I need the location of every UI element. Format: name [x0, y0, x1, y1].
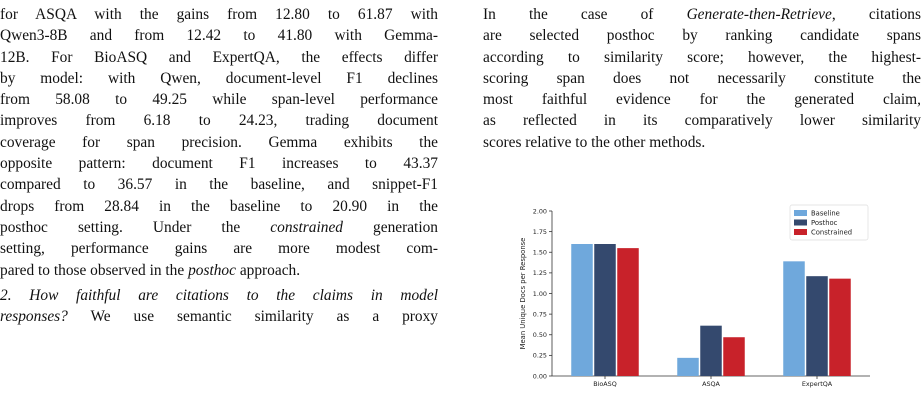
paragraph-generate-then-retrieve: In the case of Generate-then-Retrieve, c…: [483, 4, 921, 153]
text-span: , citations: [831, 6, 921, 23]
text-line: as reflected in its comparatively lower …: [483, 112, 921, 130]
y-tick-label: 1.00: [533, 290, 547, 298]
text-line: 12B. For BioASQ and ExpertQA, the effect…: [0, 48, 438, 66]
legend-swatch-constrained: [794, 229, 807, 235]
text-line: scores relative to the other methods.: [483, 133, 706, 151]
text-line: drops from 28.84 in the baseline to 20.9…: [0, 197, 438, 215]
text-line: Qwen3-8B and from 12.42 to 41.80 with Ge…: [0, 27, 438, 45]
text-line: according to similarity score; however, …: [483, 48, 921, 66]
text-span: posthoc setting. Under the: [0, 218, 241, 236]
text-line: by model: with Qwen, document-level F1 d…: [0, 69, 438, 87]
text-line: scoring span does not necessarily consti…: [483, 69, 921, 87]
legend-swatch-baseline: [794, 210, 807, 216]
y-tick-label: 1.50: [533, 249, 547, 257]
text-line: opposite pattern: document F1 increases …: [0, 155, 438, 173]
question-heading-end: responses?: [0, 308, 68, 326]
legend-swatch-posthoc: [794, 219, 807, 226]
bar-constrained-asqa: [723, 337, 745, 376]
y-tick-label: 0.25: [533, 352, 547, 360]
x-tick-label: ExpertQA: [802, 380, 833, 388]
text-line: coverage for span precision. Gemma exhib…: [0, 133, 438, 151]
legend-label-constrained: Constrained: [811, 229, 852, 237]
x-tick-label: BioASQ: [593, 380, 617, 388]
bar-constrained-bioasq: [617, 248, 639, 376]
plot-area: 0.00 0.25 0.50 0.75 1.00 1.25 1.50 1.75 2.00 Mean…: [519, 204, 870, 388]
text-line: setting, performance gains are more mode…: [0, 240, 438, 258]
y-axis-label: Mean Unique Docs per Response: [519, 238, 527, 350]
legend-label-posthoc: Posthoc: [811, 219, 838, 227]
y-tick-label: 0.50: [533, 331, 547, 339]
text-line: pared to those observed in the posthoc a…: [0, 260, 438, 281]
text-line: for ASQA with the gains from 12.80 to 61…: [0, 6, 438, 23]
bar-posthoc-expertqa: [806, 276, 828, 376]
question-heading: 2. How faithful are citations to the cla…: [0, 286, 438, 304]
right-column: In the case of Generate-then-Retrieve, c…: [483, 0, 921, 153]
x-tick-label: ASQA: [702, 380, 720, 388]
text-line: In the case of Generate-then-Retrieve, c…: [483, 4, 921, 25]
bar-posthoc-asqa: [700, 325, 722, 376]
bar-chart: 0.00 0.25 0.50 0.75 1.00 1.25 1.50 1.75 2.00 Mean…: [519, 204, 870, 388]
paragraph-results: for ASQA with the gains from 12.80 to 61…: [0, 4, 438, 281]
legend-label-baseline: Baseline: [811, 210, 840, 218]
text-line: most faithful evidence for the generated…: [483, 91, 921, 109]
bar-posthoc-bioasq: [594, 244, 616, 376]
bar-baseline-expertqa: [783, 261, 805, 376]
text-span: pared to those observed in the: [0, 261, 185, 279]
y-tick-label: 2.00: [533, 207, 547, 215]
y-tick-label: 1.25: [533, 269, 547, 277]
bar-constrained-expertqa: [829, 278, 851, 376]
text-span: In the case of: [483, 6, 687, 23]
emphasis-constrained: constrained: [270, 218, 343, 236]
bar-baseline-bioasq: [571, 244, 593, 376]
y-tick-label: 0.00: [533, 372, 547, 380]
text-line: posthoc setting. Under the constrained g…: [0, 217, 438, 238]
text-span: approach.: [239, 261, 301, 279]
text-line: from 58.08 to 49.25 while span-level per…: [0, 91, 438, 109]
text-span: We use semantic similarity as a proxy: [67, 308, 438, 326]
y-tick-label: 0.75: [533, 310, 547, 318]
text-line: improves from 6.18 to 24.23, trading doc…: [0, 112, 438, 130]
emphasis-method: Generate-then-Retrieve: [686, 6, 832, 23]
paragraph-question-2: 2. How faithful are citations to the cla…: [0, 285, 438, 328]
left-column: for ASQA with the gains from 12.80 to 61…: [0, 0, 438, 327]
legend-box: [789, 204, 869, 241]
emphasis-posthoc: posthoc: [188, 261, 236, 279]
text-span: generation: [373, 218, 438, 236]
y-tick-label: 1.75: [533, 228, 547, 236]
text-line: compared to 36.57 in the baseline, and s…: [0, 176, 438, 194]
bar-baseline-asqa: [677, 357, 699, 376]
text-line: responses? We use semantic similarity as…: [0, 306, 438, 327]
text-line: are selected posthoc by ranking candidat…: [483, 27, 921, 45]
